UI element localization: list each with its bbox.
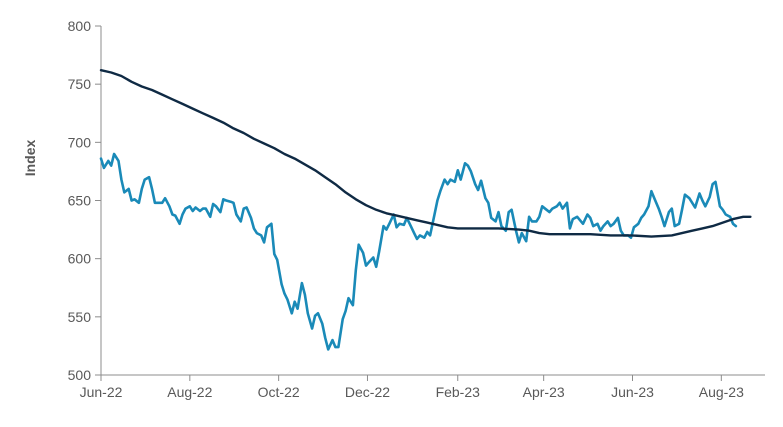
x-tick-label: Aug-23	[699, 384, 744, 400]
plot-area	[99, 69, 752, 351]
series-line-1	[99, 152, 738, 351]
x-tick-label: Feb-23	[436, 384, 481, 400]
y-tick-label: 600	[68, 251, 92, 267]
x-tick-label: Jun-23	[611, 384, 654, 400]
x-tick-label: Jun-22	[80, 384, 123, 400]
series-line-2	[99, 69, 752, 238]
y-tick-label: 550	[68, 309, 92, 325]
y-tick-label: 800	[68, 18, 92, 34]
y-axis-title: Index	[22, 140, 38, 177]
y-tick-label: 500	[68, 367, 92, 383]
x-tick-label: Oct-22	[258, 384, 300, 400]
y-tick-label: 650	[68, 193, 92, 209]
y-axis: 500 550 600 650 700 750 800	[68, 18, 102, 383]
x-tick-label: Apr-23	[523, 384, 565, 400]
x-tick-label: Dec-22	[345, 384, 390, 400]
y-tick-label: 700	[68, 134, 92, 150]
x-axis: Jun-22 Aug-22 Oct-22 Dec-22 Feb-23 Apr-23 Jun-…	[80, 374, 765, 400]
x-tick-label: Aug-22	[167, 384, 212, 400]
y-tick-label: 750	[68, 76, 92, 92]
